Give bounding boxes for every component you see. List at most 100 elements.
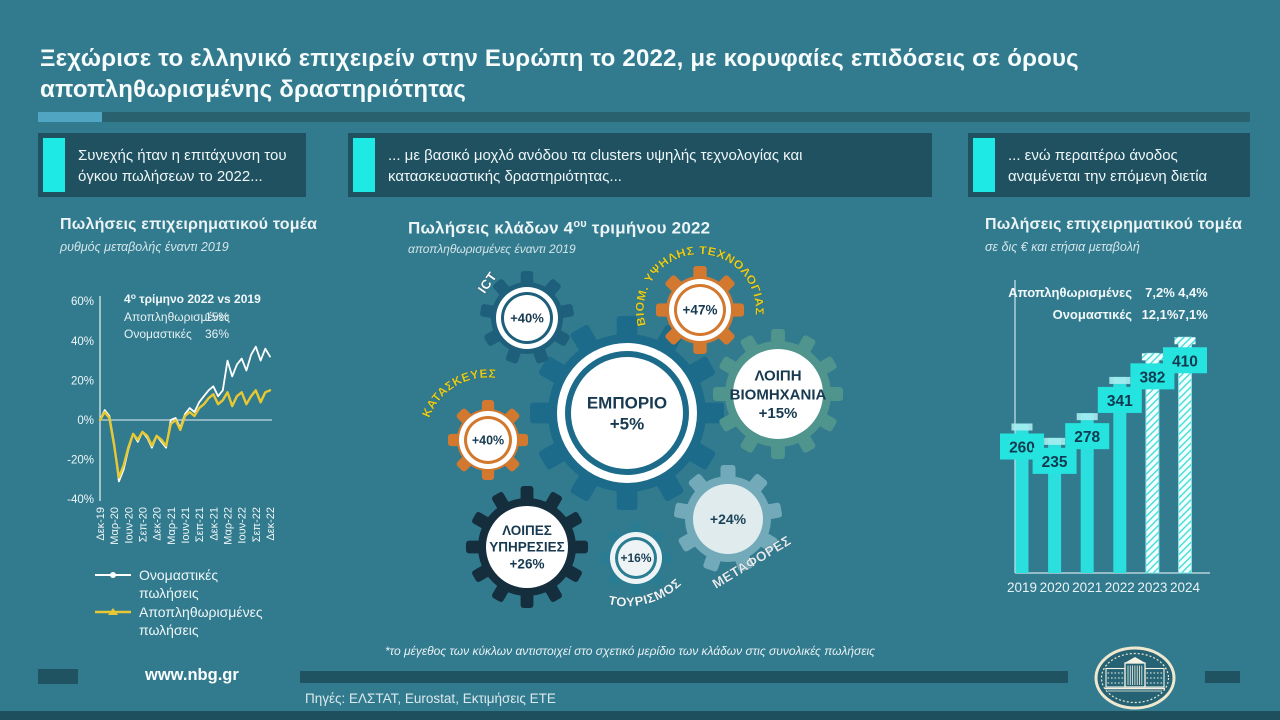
x-tick-label: Δεκ-19 xyxy=(95,507,107,541)
gear-label: ICT xyxy=(475,269,500,296)
x-tick-label: Δεκ-22 xyxy=(265,507,277,541)
bottom-divider-bar xyxy=(300,671,1068,683)
y-tick-label: 0% xyxy=(77,415,94,427)
sales-growth-line-chart: 60% 40% 20% 0% -20% -40% 4ο τρίμηνο 2022 vs 20… xyxy=(67,291,277,545)
gear-value: +47% xyxy=(683,303,718,318)
callout-text: ... με βασικό μοχλό ανόδου τα clusters υ… xyxy=(388,147,803,185)
right-chart-title: Πωλήσεις επιχειρηματικού τομέα xyxy=(985,216,1243,233)
year-label: 2024 xyxy=(1170,580,1201,595)
growth-value: 7,1% xyxy=(1178,307,1208,322)
bar-value-box xyxy=(1032,447,1077,474)
gear-disc-text: ΛΟΙΠΗ xyxy=(754,368,801,385)
gear-disc-text: ΕΜΠΟΡΙΟ xyxy=(587,393,667,412)
gear-disc-text: ΥΠΗΡΕΣΙΕΣ xyxy=(489,540,564,555)
bar-value: 341 xyxy=(1107,393,1133,410)
x-tick-label: Δεκ-21 xyxy=(208,507,220,541)
gear-value: +16% xyxy=(620,551,651,565)
right-chart-subtitle: σε δις € και ετήσια μεταβολή xyxy=(985,240,1140,254)
gears-footnote: *το μέγεθος των κύκλων αντιστοιχεί στο σ… xyxy=(384,644,876,658)
gear-value: +24% xyxy=(710,511,747,527)
callout-text: ... ενώ περαιτέρω άνοδος αναμένεται την … xyxy=(1008,147,1208,185)
page-title: Ξεχώρισε το ελληνικό επιχειρείν στην Ευρ… xyxy=(40,45,1079,103)
year-label: 2023 xyxy=(1137,580,1167,595)
bar-value: 382 xyxy=(1139,369,1165,386)
cyan-accent-bar xyxy=(43,138,65,192)
gear-disc-text: +5% xyxy=(610,414,645,433)
callout-further-rise: ... ενώ περαιτέρω άνοδος αναμένεται την … xyxy=(968,133,1250,197)
cyan-accent-bar xyxy=(973,138,995,192)
y-tick-label: 20% xyxy=(71,375,94,387)
legend-nominal-sales: Ονομαστικές πωλήσεις xyxy=(95,566,265,602)
center-chart-title: Πωλήσεις κλάδων 4ου τριμήνου 2022 xyxy=(408,218,710,239)
gear-tourism: +16%ΤΟΥΡΙΣΜΟΣ xyxy=(600,522,684,610)
left-chart-subtitle: ρυθμός μεταβολής έναντι 2019 xyxy=(60,240,229,254)
callout-text: Συνεχής ήταν η επιτάχυνση του όγκου πωλή… xyxy=(78,147,287,185)
x-tick-label: Σεπ-22 xyxy=(251,507,263,542)
growth-row-label: Αποπληθωρισμένες xyxy=(1008,285,1132,300)
deco-bar-light xyxy=(38,112,102,122)
circle-marker-icon xyxy=(95,572,131,578)
series-deflated xyxy=(98,389,272,479)
x-tick-label: Μαρ-20 xyxy=(109,507,121,545)
x-tick-label: Ιουν-22 xyxy=(237,507,249,544)
bar-value: 260 xyxy=(1009,440,1035,457)
gear-construction: +40%ΚΑΤΑΣΚΕΥΕΣ xyxy=(419,366,528,480)
gear-value: +40% xyxy=(510,311,544,326)
deco-bar-dark xyxy=(102,112,1250,122)
bar-2022 xyxy=(1113,376,1127,573)
growth-value: 12,1% xyxy=(1142,307,1179,322)
growth-value: 4,4% xyxy=(1178,285,1208,300)
title-superscript: ου xyxy=(573,218,587,230)
callout-clusters-driver: ... με βασικό μοχλό ανόδου τα clusters υ… xyxy=(348,133,932,197)
growth-value: 7,2% xyxy=(1145,285,1175,300)
deco-square-left xyxy=(38,669,78,684)
year-label: 2020 xyxy=(1040,580,1070,595)
bar-2021 xyxy=(1080,413,1094,573)
gear-transport: +24%ΜΕΤΑΦΟΡΕΣ xyxy=(673,465,794,592)
y-tick-label: 60% xyxy=(71,296,94,308)
left-chart-title: Πωλήσεις επιχειρηματικού τομέα xyxy=(60,216,318,233)
y-tick-label: -20% xyxy=(67,455,94,467)
bar-value-box xyxy=(1163,347,1207,374)
y-tick-label: 40% xyxy=(71,336,94,348)
legend-label: Ονομαστικές πωλήσεις xyxy=(139,567,219,602)
growth-row-label: Ονομαστικές xyxy=(1053,307,1133,322)
title-text: Πωλήσεις κλάδων 4 xyxy=(408,218,574,238)
annotation-row-label: Αποπληθωρισμένες xyxy=(124,310,230,324)
gear-otherserv: ΛΟΙΠΕΣ ΥΠΗΡΕΣΙΕΣ+26% xyxy=(466,486,588,608)
title-text: τριμήνου 2022 xyxy=(586,218,711,238)
x-tick-label: Σεπ-20 xyxy=(138,507,150,542)
bar-value: 278 xyxy=(1074,429,1100,446)
gear-disc-text: +15% xyxy=(759,405,798,422)
sources-line: Πηγές: ΕΛΣΤΑΤ, Eurostat, Εκτιμήσεις ΕΤΕ xyxy=(305,691,556,706)
nbg-logo xyxy=(1094,646,1176,710)
bottom-edge-strip xyxy=(0,711,1280,720)
year-label: 2021 xyxy=(1072,580,1102,595)
gear-value: +40% xyxy=(472,433,504,447)
annotation-row-value: 15% xyxy=(205,310,229,324)
x-tick-label: Μαρ-21 xyxy=(166,507,178,545)
annual-sales-bar-chart: Αποπληθωρισμένες 7,2% 4,4% Ονομαστικές 12,1%… xyxy=(1000,280,1210,595)
legend-label: Αποπληθωρισμένες πωλήσεις xyxy=(139,604,263,639)
bar-2019 xyxy=(1015,423,1029,573)
y-tick-label: -40% xyxy=(67,494,94,506)
x-tick-label: Δεκ-20 xyxy=(152,507,164,541)
bar-value: 235 xyxy=(1042,454,1068,471)
center-chart-subtitle: αποπληθωρισμένες έναντι 2019 xyxy=(408,242,576,256)
gear-disc-text: ΒΙΟΜΗΧΑΝΙΑ xyxy=(730,386,827,403)
gear-disc-text: ΛΟΙΠΕΣ xyxy=(502,523,552,538)
bar-value-box xyxy=(1065,423,1110,450)
triangle-marker-icon xyxy=(95,608,131,615)
nbg-website-link[interactable]: www.nbg.gr xyxy=(145,666,239,684)
annotation-title: 4ο τρίμηνο 2022 vs 2019 xyxy=(124,291,261,306)
callout-sales-acceleration: Συνεχής ήταν η επιτάχυνση του όγκου πωλή… xyxy=(38,133,306,197)
gear-disc-text: +26% xyxy=(510,556,545,571)
bottom-divider-bar-right xyxy=(1205,671,1240,683)
annotation-row-label: Ονομαστικές xyxy=(124,327,192,341)
gear-hightech: +47%ΒΙΟΜ. ΥΨΗΛΗΣ ΤΕΧΝΟΛΟΓΙΑΣ xyxy=(634,245,764,354)
building-icon xyxy=(1105,657,1165,692)
x-tick-label: Ιουν-20 xyxy=(123,507,135,544)
